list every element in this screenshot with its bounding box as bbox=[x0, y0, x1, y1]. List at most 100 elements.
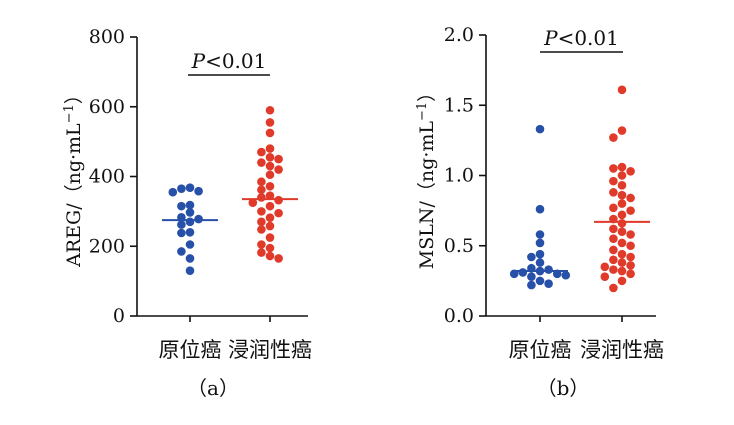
data-point bbox=[265, 118, 275, 127]
data-point bbox=[535, 258, 545, 267]
data-point bbox=[185, 240, 195, 249]
data-point bbox=[527, 252, 536, 262]
data-point bbox=[609, 224, 618, 234]
data-point bbox=[265, 144, 275, 153]
chart-panel-b: 0.0 0.5 1.0 1.5 2.0 原位癌 浸润性癌 MSLN/（ng·mL−1） P<0.… bbox=[415, 24, 664, 400]
data-point bbox=[185, 266, 195, 275]
data-point bbox=[265, 170, 275, 180]
data-point bbox=[535, 238, 545, 248]
data-point bbox=[609, 283, 618, 293]
data-point bbox=[617, 199, 627, 208]
data-point bbox=[609, 164, 618, 173]
data-point bbox=[535, 276, 545, 286]
data-point bbox=[257, 147, 266, 157]
data-point bbox=[518, 268, 528, 277]
data-point bbox=[626, 193, 635, 203]
data-point bbox=[194, 214, 203, 224]
data-point bbox=[274, 154, 283, 164]
data-point bbox=[617, 266, 627, 276]
panel-label: （b） bbox=[537, 376, 590, 400]
data-point bbox=[609, 265, 618, 274]
y-tick-label: 0.5 bbox=[444, 235, 474, 257]
x-category-label: 浸润性癌 bbox=[580, 338, 664, 362]
data-point bbox=[185, 200, 195, 210]
data-point bbox=[185, 254, 195, 263]
data-point bbox=[265, 213, 275, 222]
data-point bbox=[617, 85, 627, 95]
data-point bbox=[626, 166, 635, 176]
data-point bbox=[617, 171, 627, 180]
data-point bbox=[265, 161, 275, 171]
panel-label: （a） bbox=[187, 376, 239, 400]
data-point bbox=[617, 258, 627, 267]
data-point bbox=[257, 248, 266, 257]
data-point bbox=[626, 269, 635, 279]
x-category-label: 浸润性癌 bbox=[228, 338, 312, 362]
data-point bbox=[177, 201, 186, 211]
data-point bbox=[535, 204, 545, 214]
data-point bbox=[561, 270, 571, 280]
data-point bbox=[257, 185, 266, 195]
data-point bbox=[265, 243, 275, 253]
data-point bbox=[177, 228, 186, 238]
y-axis-label: MSLN/（ng·mL−1） bbox=[415, 83, 438, 269]
data-point bbox=[248, 198, 258, 207]
data-point bbox=[626, 252, 635, 262]
data-point bbox=[177, 247, 186, 256]
y-tick-label: 400 bbox=[89, 166, 125, 188]
data-point bbox=[535, 249, 545, 259]
data-point bbox=[617, 190, 627, 200]
data-point bbox=[257, 240, 266, 249]
data-point bbox=[257, 225, 266, 234]
y-tick-label: 0 bbox=[113, 305, 125, 327]
data-point bbox=[626, 230, 635, 239]
x-category-label: 原位癌 bbox=[159, 338, 222, 362]
data-point bbox=[626, 206, 635, 215]
data-point bbox=[265, 191, 275, 200]
data-point bbox=[265, 221, 275, 231]
data-point bbox=[527, 280, 536, 290]
data-point bbox=[274, 208, 283, 218]
data-point bbox=[544, 279, 553, 288]
data-point bbox=[265, 153, 275, 162]
data-point bbox=[609, 188, 618, 197]
data-point bbox=[535, 124, 545, 134]
data-point bbox=[257, 177, 266, 187]
data-point bbox=[265, 181, 275, 191]
data-point bbox=[265, 201, 275, 211]
data-point bbox=[626, 241, 635, 251]
y-tick-label: 2.0 bbox=[444, 24, 474, 46]
y-axis-label: AREG/（ng·mL−1） bbox=[62, 85, 85, 268]
data-point bbox=[185, 228, 195, 237]
significance-label: P<0.01 bbox=[543, 26, 619, 50]
data-point bbox=[527, 272, 536, 281]
data-point bbox=[617, 276, 627, 286]
y-tick-label: 600 bbox=[89, 96, 125, 118]
data-point bbox=[535, 230, 545, 239]
data-point bbox=[609, 255, 618, 265]
data-point bbox=[544, 265, 553, 274]
data-point bbox=[194, 186, 203, 196]
data-point bbox=[609, 245, 618, 255]
data-point bbox=[185, 183, 195, 192]
data-point bbox=[257, 158, 266, 167]
y-tick-label: 1.0 bbox=[444, 165, 474, 187]
data-point bbox=[265, 105, 275, 115]
data-point bbox=[617, 181, 627, 190]
chart-panel-a: 0 200 400 600 800 原位癌 浸润性癌 AREG/（ng·mL−1） P<0.01… bbox=[62, 26, 312, 400]
data-point bbox=[274, 254, 283, 263]
data-point bbox=[257, 217, 266, 227]
data-point bbox=[257, 193, 266, 202]
data-point bbox=[617, 126, 627, 135]
significance-label: P<0.01 bbox=[191, 49, 267, 73]
data-point bbox=[177, 220, 186, 229]
data-point bbox=[274, 195, 283, 205]
data-point bbox=[265, 233, 275, 242]
data-point bbox=[609, 176, 618, 186]
x-category-label: 原位癌 bbox=[509, 338, 572, 362]
data-point bbox=[600, 262, 610, 272]
data-point bbox=[274, 165, 283, 174]
data-point bbox=[617, 210, 627, 220]
